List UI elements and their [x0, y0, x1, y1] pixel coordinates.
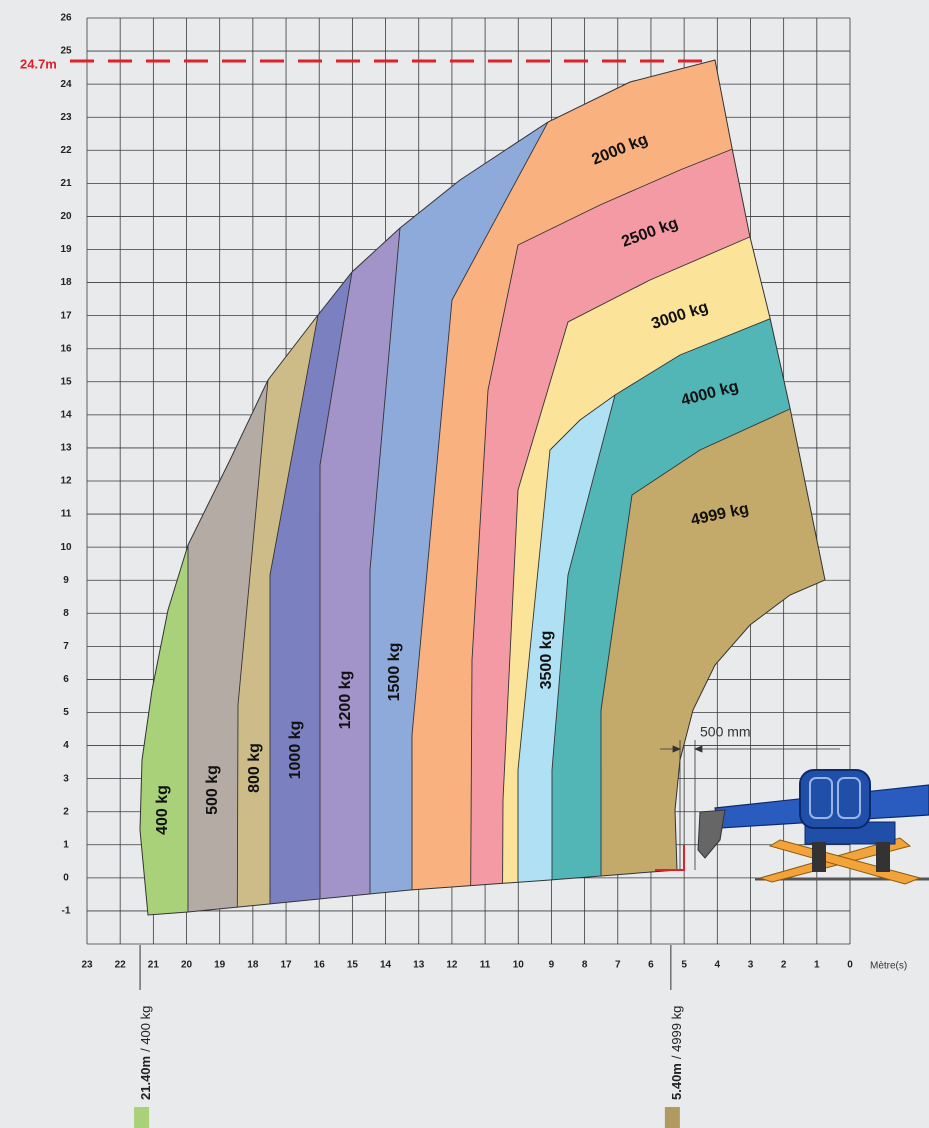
x-tick-label: 0 [847, 960, 853, 971]
y-tick-label: 22 [60, 145, 72, 156]
marker-load: / 400 kg [139, 1006, 154, 1052]
y-tick-label: 26 [60, 13, 72, 24]
x-tick-label: 11 [480, 960, 491, 971]
x-tick-label: 9 [549, 960, 555, 971]
y-tick-label: -1 [62, 906, 71, 917]
x-tick-label: 20 [181, 960, 193, 971]
envelope-outline [139, 59, 826, 916]
zone-label: 500 kg [204, 765, 221, 815]
x-tick-label: 3 [748, 960, 754, 971]
y-tick-label: 20 [60, 211, 72, 222]
x-tick-label: 7 [615, 960, 621, 971]
zone-label: 1200 kg [337, 671, 354, 730]
reference-label: 24.7m [20, 56, 57, 71]
marker-label: 5.40m / 4999 kg [669, 1006, 684, 1100]
x-tick-label: 6 [648, 960, 654, 971]
x-tick-label: 4 [715, 960, 721, 971]
x-tick-label: 8 [582, 960, 588, 971]
x-unit: Mètre(s) [870, 961, 907, 972]
y-tick-label: 8 [63, 608, 69, 619]
y-tick-label: 19 [60, 244, 72, 255]
zone-label: 1500 kg [386, 643, 403, 702]
x-tick-label: 18 [247, 960, 259, 971]
x-tick-label: 12 [446, 960, 458, 971]
y-tick-label: 9 [63, 575, 69, 586]
marker-position: 21.40m [139, 1056, 154, 1100]
dimension [660, 740, 840, 870]
y-tick-label: 25 [60, 46, 72, 57]
y-tick-label: 16 [60, 343, 72, 354]
y-tick-label: 3 [63, 773, 69, 784]
y-tick-label: 24 [60, 79, 72, 90]
y-tick-label: 18 [60, 277, 72, 288]
x-tick-label: 2 [781, 960, 787, 971]
x-tick-label: 13 [413, 960, 425, 971]
y-tick-label: 21 [60, 178, 72, 189]
x-tick-label: 10 [513, 960, 525, 971]
y-tick-label: 6 [63, 674, 69, 685]
machine [655, 769, 929, 885]
y-tick-label: 4 [63, 740, 69, 751]
x-tick-label: 19 [214, 960, 226, 971]
x-tick-label: 16 [314, 960, 326, 971]
y-tick-label: 2 [63, 806, 69, 817]
x-tick-label: 1 [814, 960, 820, 971]
x-tick-label: 21 [148, 960, 160, 971]
y-tick-label: 11 [61, 509, 72, 520]
y-tick-label: 15 [60, 376, 72, 387]
x-tick-label: 17 [280, 960, 292, 971]
y-tick-label: 0 [63, 872, 69, 883]
y-tick-label: 7 [63, 641, 69, 652]
x-tick-label: 5 [681, 960, 687, 971]
marker-position: 5.40m [669, 1063, 684, 1100]
marker-label: 21.40m / 400 kg [139, 1006, 154, 1100]
y-tick-label: 14 [60, 409, 72, 420]
y-tick-label: 17 [60, 310, 72, 321]
x-tick-label: 22 [115, 960, 127, 971]
y-tick-label: 5 [63, 707, 69, 718]
zone-label: 800 kg [246, 743, 263, 793]
y-tick-label: 12 [60, 476, 72, 487]
y-tick-label: 13 [60, 443, 72, 454]
zone-label: 1000 kg [287, 721, 304, 780]
x-tick-label: 15 [347, 960, 359, 971]
zone-label: 3500 kg [538, 631, 555, 690]
x-tick-label: 14 [380, 960, 392, 971]
markers: 21.40m / 400 kg 5.40m / 4999 kg [134, 945, 684, 1128]
y-tick-label: 10 [60, 542, 72, 553]
y-tick-label: 1 [63, 839, 69, 850]
marker-swatch [134, 1107, 150, 1128]
zone-label: 400 kg [154, 785, 171, 835]
y-tick-label: 23 [60, 112, 72, 123]
annotation: 500 mm [700, 724, 751, 740]
x-tick-label: 23 [81, 960, 93, 971]
marker-load: / 4999 kg [669, 1006, 684, 1060]
marker-swatch [664, 1107, 680, 1128]
